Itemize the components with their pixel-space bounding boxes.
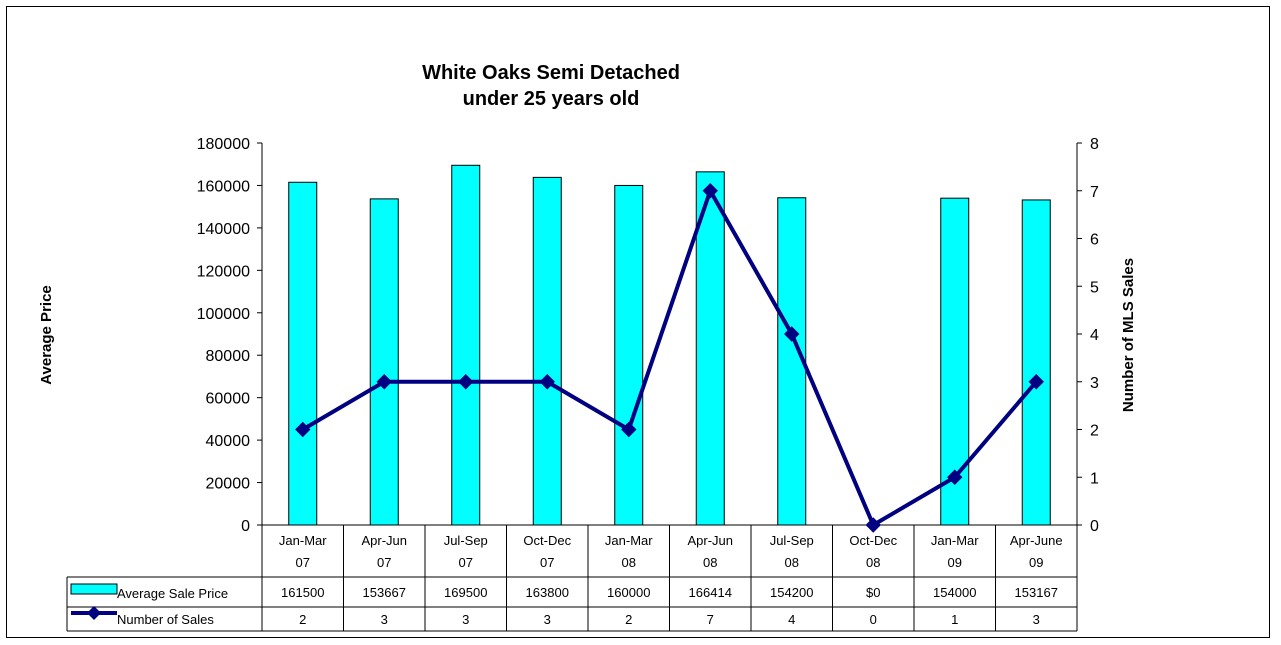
y-axis-title: Average Price bbox=[38, 285, 55, 385]
y-tick-label: 120000 bbox=[197, 263, 250, 280]
y-tick-label: 0 bbox=[241, 518, 250, 535]
x-category-label: 07 bbox=[377, 555, 391, 570]
bar bbox=[1021, 199, 1051, 526]
table-cell-sales: 0 bbox=[870, 612, 877, 627]
sales-marker bbox=[539, 374, 555, 390]
sales-line bbox=[301, 188, 1038, 527]
x-category-label: Apr-June bbox=[1010, 533, 1063, 548]
sales-marker bbox=[947, 469, 963, 485]
sales-marker bbox=[784, 326, 800, 342]
y-tick-label: 20000 bbox=[206, 476, 251, 493]
sales-marker bbox=[458, 374, 474, 390]
table-cell-sales: 3 bbox=[462, 612, 469, 627]
bar bbox=[614, 184, 644, 526]
sales-marker bbox=[702, 183, 718, 199]
bar bbox=[451, 164, 481, 526]
y-tick-label: 80000 bbox=[206, 348, 251, 365]
y2-tick-label: 4 bbox=[1090, 327, 1099, 344]
table-cell-sales: 3 bbox=[544, 612, 551, 627]
table-cell-price: 166414 bbox=[689, 585, 732, 600]
table-cell-price: 169500 bbox=[444, 585, 487, 600]
x-category-label: Oct-Dec bbox=[523, 533, 571, 548]
table-cell-sales: 4 bbox=[788, 612, 795, 627]
x-category-label: Jan-Mar bbox=[931, 533, 979, 548]
x-category-label: 08 bbox=[703, 555, 717, 570]
x-category-label: 09 bbox=[1029, 555, 1043, 570]
table-cell-sales: 1 bbox=[951, 612, 958, 627]
x-category-label: 08 bbox=[622, 555, 636, 570]
x-category-label: Jan-Mar bbox=[279, 533, 327, 548]
legend-label-price: Average Sale Price bbox=[117, 586, 228, 601]
sales-marker bbox=[865, 517, 881, 533]
table-cell-price: $0 bbox=[866, 585, 880, 600]
table-cell-sales: 7 bbox=[707, 612, 714, 627]
x-category-label: 08 bbox=[785, 555, 799, 570]
y-tick-label: 140000 bbox=[197, 221, 250, 238]
y2-tick-label: 8 bbox=[1090, 136, 1099, 153]
table-cell-price: 153667 bbox=[363, 585, 406, 600]
bar bbox=[940, 197, 970, 526]
x-category-label: Jan-Mar bbox=[605, 533, 653, 548]
table-cell-sales: 2 bbox=[625, 612, 632, 627]
chart-title-line-1: White Oaks Semi Detached bbox=[422, 62, 680, 84]
chart-title-line-2: under 25 years old bbox=[463, 88, 640, 110]
legend-label-sales: Number of Sales bbox=[117, 612, 214, 627]
legend-key-sales-marker bbox=[87, 606, 101, 620]
x-category-label: 08 bbox=[866, 555, 880, 570]
x-category-label: 07 bbox=[540, 555, 554, 570]
bar bbox=[695, 171, 725, 526]
x-category-label: Apr-Jun bbox=[361, 533, 407, 548]
y2-tick-label: 6 bbox=[1090, 232, 1099, 249]
y2-tick-label: 2 bbox=[1090, 423, 1099, 440]
x-category-label: Oct-Dec bbox=[849, 533, 897, 548]
table-cell-price: 154000 bbox=[933, 585, 976, 600]
table-cell-price: 154200 bbox=[770, 585, 813, 600]
y-tick-label: 60000 bbox=[206, 391, 251, 408]
x-category-label: 07 bbox=[296, 555, 310, 570]
x-category-label: Apr-Jun bbox=[687, 533, 733, 548]
table-cell-price: 160000 bbox=[607, 585, 650, 600]
sales-marker bbox=[1028, 374, 1044, 390]
y2-axis-title: Number of MLS Sales bbox=[1120, 258, 1137, 412]
bar bbox=[369, 198, 399, 526]
y-tick-label: 40000 bbox=[206, 433, 251, 450]
y2-tick-label: 0 bbox=[1090, 518, 1099, 535]
y2-tick-label: 3 bbox=[1090, 375, 1099, 392]
x-category-label: Jul-Sep bbox=[770, 533, 814, 548]
legend-key-price bbox=[70, 583, 118, 595]
y2-tick-label: 5 bbox=[1090, 279, 1099, 296]
sales-marker bbox=[376, 374, 392, 390]
sales-marker bbox=[295, 421, 311, 438]
y-tick-label: 100000 bbox=[197, 306, 250, 323]
table-cell-price: 153167 bbox=[1015, 585, 1058, 600]
bar bbox=[777, 197, 807, 526]
x-category-label: Jul-Sep bbox=[444, 533, 488, 548]
sales-marker bbox=[621, 421, 637, 438]
y-tick-label: 180000 bbox=[197, 136, 250, 153]
y2-tick-label: 7 bbox=[1090, 184, 1099, 201]
x-category-label: 09 bbox=[948, 555, 962, 570]
bar bbox=[288, 181, 318, 526]
x-category-label: 07 bbox=[459, 555, 473, 570]
y-tick-label: 160000 bbox=[197, 178, 250, 195]
table-cell-price: 161500 bbox=[281, 585, 324, 600]
table-cell-sales: 3 bbox=[381, 612, 388, 627]
table-cell-sales: 3 bbox=[1033, 612, 1040, 627]
combo-chart: White Oaks Semi Detached under 25 years … bbox=[38, 62, 1137, 632]
table-cell-price: 163800 bbox=[526, 585, 569, 600]
y2-tick-label: 1 bbox=[1090, 470, 1099, 487]
bar bbox=[532, 176, 562, 526]
chart-area: White Oaks Semi Detached under 25 years … bbox=[6, 6, 1270, 638]
table-cell-sales: 2 bbox=[299, 612, 306, 627]
